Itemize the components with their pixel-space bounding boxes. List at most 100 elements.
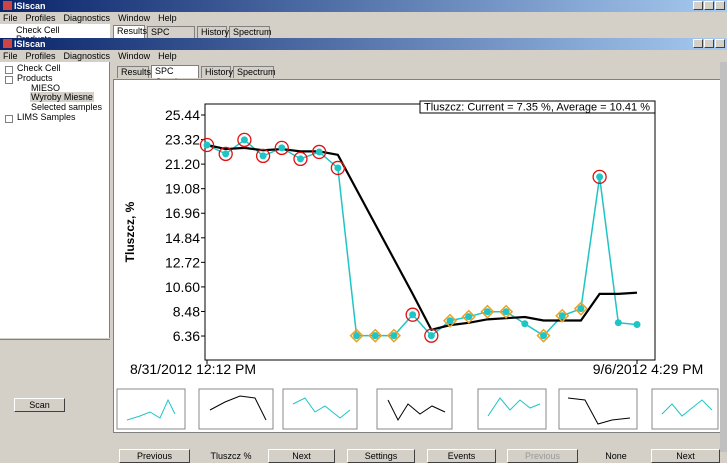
point <box>596 173 604 181</box>
x-tick-label: 9/6/2012 4:29 PM <box>593 361 704 377</box>
alarm-marker <box>293 151 308 167</box>
warning-marker <box>461 309 476 324</box>
title-bar: ISIscan <box>0 0 727 12</box>
app-icon <box>3 39 12 48</box>
y-tick-label: 10.60 <box>165 279 200 295</box>
tree: Check Cell Products MIESO Wyroby Miesne Sele… <box>0 62 110 338</box>
y-tick-label: 21.20 <box>165 156 200 172</box>
window-title: ISIscan <box>14 39 46 49</box>
window-title: ISIscan <box>14 1 46 11</box>
thumbnail-line <box>126 398 176 421</box>
alarm-marker <box>237 132 252 148</box>
point <box>633 321 641 329</box>
tab[interactable]: History <box>197 26 229 38</box>
menu-item[interactable]: File <box>3 13 18 23</box>
tree-item[interactable]: Selected samples <box>31 102 103 113</box>
menu-item[interactable]: File <box>3 51 18 61</box>
thumbnail-line <box>209 395 267 421</box>
footer-button[interactable]: Previous <box>119 449 190 463</box>
thumbnails <box>116 388 719 430</box>
tree-expander[interactable] <box>5 75 13 84</box>
footer-button[interactable]: Events <box>427 449 496 463</box>
point <box>278 144 286 152</box>
measured-line <box>206 138 638 337</box>
point <box>334 164 342 172</box>
thumbnail[interactable] <box>651 388 719 430</box>
y-tick-label: 6.36 <box>173 328 200 344</box>
plot-frame <box>204 103 656 361</box>
thumbnail[interactable] <box>198 388 274 430</box>
tree-expander[interactable] <box>5 115 13 123</box>
thumbnail[interactable] <box>477 388 547 430</box>
thumbnail[interactable] <box>116 388 186 430</box>
point <box>259 152 267 160</box>
alarm-marker <box>312 144 327 160</box>
tab[interactable]: History <box>201 66 233 78</box>
close-button[interactable] <box>715 39 725 48</box>
minimize-button[interactable] <box>693 39 703 48</box>
tree-item[interactable]: MIESO <box>31 82 61 93</box>
point <box>446 317 454 325</box>
warning-marker <box>368 328 383 343</box>
alarm-marker <box>274 140 289 156</box>
splitter <box>0 339 110 342</box>
menu-item[interactable]: Diagnostics <box>63 13 111 23</box>
point <box>203 141 211 149</box>
y-tick-label: 19.08 <box>165 181 200 197</box>
alarm-marker <box>330 160 346 176</box>
thumbnail-line <box>567 397 631 425</box>
tab[interactable]: Spectrum <box>229 26 272 38</box>
menu-item[interactable]: Window <box>118 13 151 23</box>
point <box>614 319 622 327</box>
tab[interactable]: Results <box>117 66 151 78</box>
x-tick-label: 8/31/2012 12:12 PM <box>130 361 256 377</box>
point <box>540 332 548 340</box>
maximize-button[interactable] <box>704 1 714 10</box>
tree-item[interactable]: Products <box>17 72 53 83</box>
y-tick-label: 8.48 <box>173 303 200 319</box>
tree-item[interactable]: Check Cell <box>17 63 61 73</box>
point <box>371 332 379 340</box>
menu-item[interactable]: Profiles <box>25 13 56 23</box>
warning-marker <box>480 304 495 319</box>
tree-item[interactable]: Check Cell <box>16 25 60 35</box>
alarm-marker <box>218 146 233 162</box>
minimize-button[interactable] <box>693 1 703 10</box>
maximize-button[interactable] <box>704 39 714 48</box>
tab[interactable]: Results <box>113 25 147 38</box>
alarm-marker <box>255 148 271 164</box>
menu-item[interactable]: Help <box>158 51 177 61</box>
tree-item[interactable]: LIMS Samples <box>17 112 76 122</box>
scan-button[interactable]: Scan <box>14 398 65 412</box>
point <box>427 332 435 340</box>
footer-button[interactable]: Next <box>651 449 720 463</box>
menu-item[interactable]: Help <box>158 13 177 23</box>
app-icon <box>3 1 12 10</box>
point <box>296 155 304 163</box>
menu-item[interactable]: Window <box>118 51 151 61</box>
footer-button[interactable]: Settings <box>347 449 415 463</box>
y-axis-label: Tluszcz, % <box>123 201 137 262</box>
point <box>315 148 323 156</box>
scrollbar <box>720 62 727 452</box>
warning-marker <box>499 304 514 319</box>
menu-item[interactable]: Diagnostics <box>63 51 111 61</box>
tab[interactable]: Spectrum <box>233 66 276 78</box>
tree-expander[interactable] <box>5 66 13 74</box>
annotation-box <box>419 100 656 114</box>
thumbnail[interactable] <box>558 388 638 430</box>
average-line <box>206 143 638 332</box>
alarm-marker <box>405 307 420 322</box>
alarm-marker <box>592 169 607 185</box>
alarm-marker <box>424 328 439 343</box>
thumbnail-line <box>487 397 541 417</box>
menu-item[interactable]: Profiles <box>25 51 56 61</box>
close-button[interactable] <box>715 1 725 10</box>
footer-button[interactable]: Next <box>268 449 335 463</box>
warning-marker <box>555 308 570 323</box>
title-bar: ISIscan <box>0 38 727 50</box>
thumbnail[interactable] <box>282 388 358 430</box>
tree-item[interactable]: Wyroby Miesne <box>30 92 94 103</box>
menu-bar: File Profiles Diagnostics Window Help <box>3 13 185 23</box>
